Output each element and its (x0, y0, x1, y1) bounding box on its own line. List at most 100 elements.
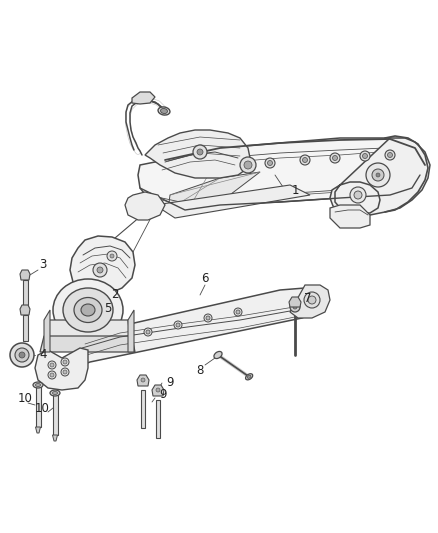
Circle shape (50, 363, 54, 367)
Polygon shape (132, 92, 155, 104)
Text: 8: 8 (196, 364, 204, 376)
Polygon shape (44, 310, 50, 352)
Polygon shape (22, 280, 28, 306)
Circle shape (240, 157, 256, 173)
Polygon shape (290, 285, 330, 318)
Circle shape (388, 152, 392, 157)
Ellipse shape (33, 382, 43, 388)
Circle shape (15, 348, 29, 362)
Polygon shape (70, 236, 135, 295)
Ellipse shape (35, 384, 40, 386)
Ellipse shape (158, 107, 170, 115)
Polygon shape (53, 393, 57, 435)
Circle shape (93, 263, 107, 277)
Circle shape (234, 308, 242, 316)
Ellipse shape (74, 297, 102, 322)
Circle shape (332, 156, 338, 160)
Circle shape (61, 368, 69, 376)
Circle shape (19, 352, 25, 358)
Text: 1: 1 (291, 183, 299, 197)
Circle shape (146, 330, 150, 334)
Circle shape (290, 302, 300, 312)
Ellipse shape (63, 288, 113, 332)
Text: 4: 4 (39, 349, 47, 361)
Circle shape (63, 360, 67, 364)
Circle shape (193, 145, 207, 159)
Text: 10: 10 (18, 392, 32, 405)
Polygon shape (137, 375, 149, 386)
Polygon shape (22, 315, 28, 341)
Text: 3: 3 (39, 259, 47, 271)
Ellipse shape (50, 390, 60, 396)
Circle shape (304, 292, 320, 308)
Polygon shape (20, 270, 30, 280)
Circle shape (303, 157, 307, 163)
Polygon shape (168, 172, 260, 215)
Circle shape (330, 153, 340, 163)
Polygon shape (40, 336, 135, 352)
Ellipse shape (53, 392, 57, 394)
Text: 7: 7 (304, 292, 312, 304)
Circle shape (204, 314, 212, 322)
Polygon shape (125, 192, 165, 220)
Circle shape (372, 169, 384, 181)
Polygon shape (46, 320, 130, 338)
Text: 9: 9 (166, 376, 174, 389)
Ellipse shape (214, 351, 222, 359)
Polygon shape (35, 427, 40, 433)
Circle shape (350, 187, 366, 203)
Circle shape (366, 163, 390, 187)
Polygon shape (128, 310, 134, 352)
Ellipse shape (246, 374, 253, 380)
Polygon shape (156, 400, 160, 438)
Circle shape (174, 321, 182, 329)
Ellipse shape (53, 279, 123, 341)
Polygon shape (138, 138, 428, 210)
Circle shape (63, 370, 67, 374)
Polygon shape (145, 130, 250, 178)
Text: 9: 9 (159, 389, 167, 401)
Circle shape (48, 361, 56, 369)
Circle shape (97, 267, 103, 273)
Circle shape (144, 328, 152, 336)
Circle shape (48, 371, 56, 379)
Polygon shape (152, 385, 164, 396)
Circle shape (206, 316, 210, 320)
Circle shape (360, 151, 370, 161)
Circle shape (50, 373, 54, 377)
Circle shape (385, 150, 395, 160)
Ellipse shape (247, 375, 251, 378)
Polygon shape (289, 297, 301, 307)
Polygon shape (141, 390, 145, 428)
Polygon shape (72, 288, 322, 366)
Text: 2: 2 (111, 288, 119, 302)
Circle shape (110, 254, 114, 258)
Polygon shape (155, 185, 310, 218)
Text: 10: 10 (35, 401, 49, 415)
Polygon shape (20, 305, 30, 315)
Polygon shape (53, 435, 57, 441)
Circle shape (293, 305, 297, 309)
Text: 5: 5 (104, 302, 112, 314)
Circle shape (265, 158, 275, 168)
Circle shape (156, 388, 160, 392)
Circle shape (268, 160, 272, 166)
Circle shape (300, 155, 310, 165)
Circle shape (354, 191, 362, 199)
Circle shape (141, 378, 145, 382)
Circle shape (308, 296, 316, 304)
Polygon shape (35, 348, 88, 390)
Text: 6: 6 (201, 271, 209, 285)
Circle shape (376, 173, 380, 177)
Polygon shape (330, 205, 370, 228)
Circle shape (197, 149, 203, 155)
Circle shape (61, 358, 69, 366)
Polygon shape (35, 385, 40, 427)
Polygon shape (330, 138, 430, 215)
Circle shape (10, 343, 34, 367)
Circle shape (236, 310, 240, 314)
Circle shape (176, 323, 180, 327)
Ellipse shape (160, 108, 167, 114)
Ellipse shape (81, 304, 95, 316)
Circle shape (107, 251, 117, 261)
